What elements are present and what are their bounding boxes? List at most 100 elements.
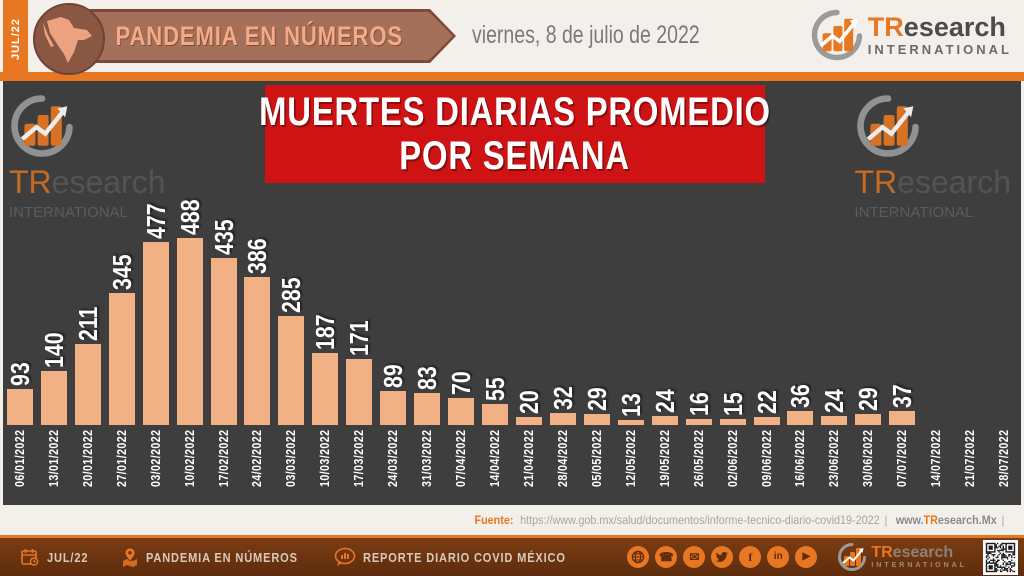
x-axis-label: 10/02/2022	[182, 429, 197, 487]
bar	[414, 393, 440, 425]
bar	[177, 238, 203, 425]
bar-value-label: 55	[480, 377, 510, 401]
source-strip: Fuente: https://www.gob.mx/salud/documen…	[0, 505, 1024, 535]
bar-value-label: 435	[209, 219, 239, 255]
program-title: PANDEMIA EN NÚMEROS	[115, 20, 403, 51]
x-axis-label: 21/07/2022	[962, 429, 977, 487]
month-strip: JUL/22	[3, 0, 28, 78]
brand-name: TResearch	[854, 164, 1012, 200]
source-site[interactable]: www.TResearch.Mx	[895, 513, 997, 527]
bar-value-label: 16	[684, 392, 714, 416]
bar-value-label: 285	[276, 277, 306, 313]
bar	[482, 404, 508, 425]
bar	[754, 417, 780, 425]
bar-value-label: 24	[819, 389, 849, 413]
bar	[109, 293, 135, 425]
bar-value-label: 93	[5, 362, 35, 386]
bar-value-label: 211	[73, 306, 103, 341]
bar-value-label: 15	[718, 392, 748, 416]
bar-value-label: 29	[582, 387, 612, 411]
brand-logo: TResearch INTERNATIONAL	[810, 8, 1012, 62]
qr-code[interactable]	[983, 539, 1018, 575]
tresearch-bars-icon	[838, 543, 867, 571]
watermark-logo-right: TResearch INTERNATIONAL	[854, 93, 1012, 221]
brand-subtitle: INTERNATIONAL	[867, 42, 1012, 57]
bar	[75, 344, 101, 425]
chart-area: TResearch INTERNATIONAL TResearch INTERNAT…	[3, 81, 1021, 505]
footer-program: PANDEMIA EN NÚMEROS	[121, 547, 325, 567]
x-axis-label: 27/01/2022	[114, 429, 129, 487]
bar-value-label: 32	[548, 386, 578, 410]
social-facebook-icon[interactable]: f	[739, 546, 762, 568]
chart-title-line2: POR SEMANA	[399, 134, 631, 178]
header-divider	[0, 72, 1024, 81]
bar-value-label: 70	[446, 371, 476, 395]
bar	[516, 417, 542, 425]
x-axis-label: 19/05/2022	[657, 429, 672, 487]
brand-subtitle: INTERNATIONAL	[9, 204, 128, 221]
x-axis-label: 06/01/2022	[12, 429, 27, 487]
program-banner: PANDEMIA EN NÚMEROS	[62, 9, 456, 63]
bar-value-label: 22	[752, 390, 782, 414]
bar	[41, 371, 67, 425]
bar-value-label: 83	[412, 366, 442, 390]
x-axis-label: 28/04/2022	[555, 429, 570, 487]
footer-month: JUL/22	[20, 547, 96, 567]
x-axis-label: 09/06/2022	[759, 429, 774, 487]
social-email-icon[interactable]: ✉	[683, 546, 706, 568]
social-linkedin-icon[interactable]: in	[767, 546, 790, 568]
bar-value-label: 345	[107, 254, 137, 290]
calendar-icon	[21, 549, 39, 566]
mexico-emblem	[33, 3, 105, 75]
x-axis-label: 24/03/2022	[385, 429, 400, 487]
x-axis-label: 17/03/2022	[351, 429, 366, 487]
chart-title-banner: MUERTES DIARIAS PROMEDIO POR SEMANA	[259, 85, 770, 183]
bar-value-label: 37	[887, 384, 917, 408]
x-axis-label: 28/07/2022	[996, 429, 1011, 487]
map-pin-icon	[122, 547, 137, 567]
x-axis-label: 31/03/2022	[419, 429, 434, 487]
social-twitter-icon[interactable]	[711, 546, 734, 568]
bar	[686, 419, 712, 425]
tresearch-bars-icon	[811, 9, 862, 61]
x-axis-label: 10/03/2022	[317, 429, 332, 487]
footer-report: REPORTE DIARIO COVID MÉXICO	[334, 547, 602, 567]
tresearch-bars-icon	[11, 95, 73, 157]
footer-brand-logo: TResearch INTERNATIONAL	[837, 542, 967, 572]
x-axis-label: 30/06/2022	[860, 429, 875, 487]
bar-value-label: 13	[616, 393, 646, 417]
bar-value-label: 488	[175, 199, 205, 235]
bar-value-label: 171	[344, 320, 374, 356]
source-url[interactable]: https://www.gob.mx/salud/documentos/info…	[520, 513, 880, 527]
social-whatsapp-icon[interactable]: ☎	[655, 546, 678, 568]
x-axis-label: 17/02/2022	[216, 429, 231, 487]
x-axis-label: 23/06/2022	[826, 429, 841, 487]
mexico-map-icon	[43, 17, 92, 63]
bar	[787, 411, 813, 425]
social-youtube-icon[interactable]: ▶	[795, 546, 818, 568]
bar-value-label: 29	[853, 387, 883, 411]
brand-name: TResearch	[871, 544, 954, 561]
bar	[618, 420, 644, 425]
chat-bubble-icon	[335, 547, 356, 566]
x-axis-label: 02/06/2022	[725, 429, 740, 487]
bar-value-label: 89	[378, 364, 408, 388]
bar-value-label: 140	[39, 332, 69, 368]
watermark-logo-left: TResearch INTERNATIONAL	[9, 93, 166, 221]
x-axis-label: 05/05/2022	[589, 429, 604, 487]
bar	[448, 398, 474, 425]
bar	[143, 242, 169, 425]
header-date: viernes, 8 de julio de 2022	[472, 20, 700, 49]
bar	[584, 414, 610, 425]
x-axis-label: 26/05/2022	[691, 429, 706, 487]
social-globe-icon[interactable]	[627, 546, 650, 568]
bar	[720, 419, 746, 425]
bar-value-label: 386	[242, 238, 272, 274]
bar	[278, 316, 304, 425]
bar	[211, 258, 237, 425]
x-axis-label: 14/04/2022	[487, 429, 502, 487]
footer: JUL/22 PANDEMIA EN NÚMEROS REPORTE DIARI…	[0, 535, 1024, 576]
bar-plot: 93 06/01/2022 140 13/01/2022 211 20/01/2022 34…	[3, 81, 1021, 505]
x-axis-label: 14/07/2022	[928, 429, 943, 487]
